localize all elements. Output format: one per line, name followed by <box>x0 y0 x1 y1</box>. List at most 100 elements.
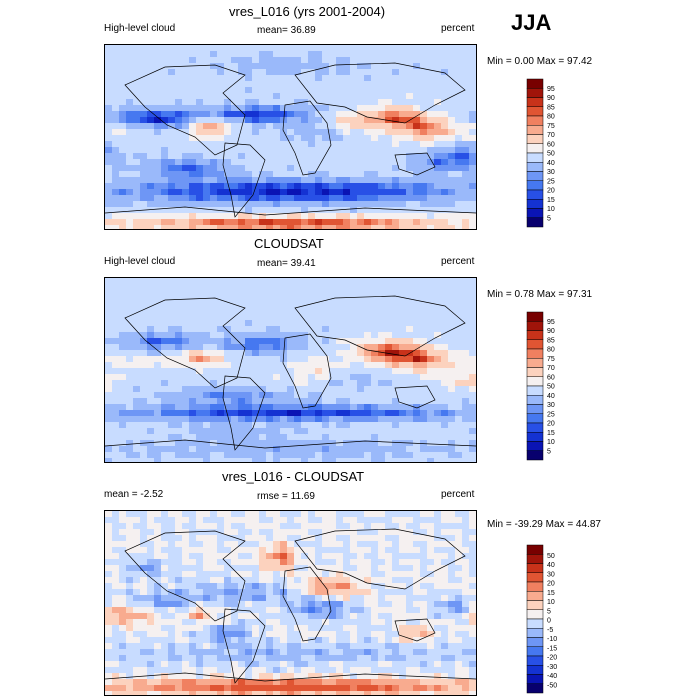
colorbar-tick-label: 20 <box>547 188 555 195</box>
colorbar-tick-label: 40 <box>547 160 555 167</box>
coastline <box>124 64 246 156</box>
colorbar-tick-label: 70 <box>547 132 555 139</box>
colorbar-tick-label: 60 <box>547 141 555 148</box>
coastline <box>282 100 332 176</box>
colorbar-box <box>526 115 544 126</box>
colorbar-box <box>526 199 544 209</box>
colorbar-box <box>526 450 544 461</box>
colorbar-tick-label: 50 <box>547 384 555 391</box>
coastline <box>294 62 466 124</box>
coastline <box>282 566 332 642</box>
colorbar-tick-label: 0 <box>547 618 551 625</box>
units-label: percent <box>441 256 475 267</box>
panel-title: vres_L016 (yrs 2001-2004) <box>229 4 386 19</box>
variable-label: High-level cloud <box>104 23 176 34</box>
coastline <box>394 618 436 642</box>
colorbar-box <box>526 125 544 135</box>
variable-label: High-level cloud <box>104 256 176 267</box>
coastline <box>294 528 466 590</box>
coastline <box>394 385 436 409</box>
colorbar-box <box>526 367 544 377</box>
coastline <box>282 333 332 409</box>
colorbar-box <box>526 646 544 657</box>
colorbar-tick-label: 30 <box>547 169 555 176</box>
colorbar-tick-label: 75 <box>547 356 555 363</box>
colorbar-box <box>526 97 544 107</box>
colorbar-model: 95 90 85 80 75 70 60 50 40 30 25 20 15 10 5 <box>526 78 587 228</box>
colorbar-box <box>526 189 544 200</box>
coastline <box>105 439 476 449</box>
mean-label: mean = -2.52 <box>104 489 164 500</box>
coastline <box>105 672 476 682</box>
coastline <box>394 152 436 176</box>
colorbar-tick-label: 60 <box>547 374 555 381</box>
colorbar-tick-label: 10 <box>547 439 555 446</box>
colorbar-box <box>526 413 544 424</box>
colorbar-tick-label: 5 <box>547 215 551 222</box>
colorbar-tick-label: -15 <box>547 645 557 652</box>
colorbar-box <box>526 628 544 638</box>
colorbar-tick-label: 15 <box>547 590 555 597</box>
colorbar-tick-label: 40 <box>547 562 555 569</box>
colorbar-box <box>526 311 544 322</box>
colorbar-tick-label: 30 <box>547 402 555 409</box>
colorbar-box <box>526 339 544 350</box>
colorbar-box <box>526 348 544 359</box>
colorbar-box <box>526 358 544 368</box>
mean-label: mean= 36.89 <box>257 25 316 36</box>
colorbar-tick-label: 25 <box>547 411 555 418</box>
colorbar-tick-label: 90 <box>547 328 555 335</box>
colorbar-box <box>526 683 544 694</box>
colorbar-box <box>526 554 544 564</box>
colorbar-tick-label: 90 <box>547 95 555 102</box>
panel-title: CLOUDSAT <box>254 236 324 251</box>
colorbar-tick-label: 25 <box>547 178 555 185</box>
rmse-label: rmse = 11.69 <box>257 491 315 502</box>
season-label: JJA <box>511 10 552 35</box>
colorbar-box <box>526 385 544 396</box>
colorbar-box <box>526 441 544 451</box>
colorbar-tick-label: -40 <box>547 673 557 680</box>
colorbar-box <box>526 330 544 340</box>
colorbar-tick-label: 85 <box>547 337 555 344</box>
colorbar-box <box>526 143 544 154</box>
colorbar-box <box>526 321 544 331</box>
colorbar-box <box>526 637 544 647</box>
coastline <box>222 142 266 218</box>
colorbar-box <box>526 618 544 629</box>
colorbar-tick-label: 75 <box>547 123 555 130</box>
min-max-label: Min = 0.00 Max = 97.42 <box>487 56 593 67</box>
colorbar-tick-label: -10 <box>547 636 557 643</box>
colorbar-box <box>526 609 544 620</box>
colorbar-box <box>526 655 544 666</box>
coastline <box>222 608 266 684</box>
colorbar-box <box>526 395 544 405</box>
colorbar-tick-label: 15 <box>547 197 555 204</box>
colorbar-tick-label: 15 <box>547 430 555 437</box>
colorbar-tick-label: 20 <box>547 581 555 588</box>
colorbar-box <box>526 180 544 191</box>
colorbar-tick-label: 40 <box>547 393 555 400</box>
colorbar-tick-label: -50 <box>547 682 557 689</box>
colorbar-box <box>526 208 544 218</box>
colorbar-box <box>526 600 544 610</box>
map-diff <box>104 510 477 696</box>
colorbar-box <box>526 162 544 172</box>
coastline <box>105 206 476 216</box>
colorbar-diff: 50 40 30 20 15 10 5 0 -5 -10 -15 -20 -30 -40 -50 <box>526 544 587 694</box>
colorbar-tick-label: 5 <box>547 608 551 615</box>
colorbar-box <box>526 106 544 117</box>
colorbar-tick-label: 80 <box>547 114 555 121</box>
colorbar-tick-label: -20 <box>547 655 557 662</box>
colorbar-box <box>526 572 544 583</box>
colorbar-tick-label: 20 <box>547 421 555 428</box>
colorbar-box <box>526 674 544 684</box>
colorbar-tick-label: -30 <box>547 664 557 671</box>
colorbar-tick-label: 85 <box>547 104 555 111</box>
min-max-label: Min = -39.29 Max = 44.87 <box>487 519 601 530</box>
colorbar-box <box>526 432 544 442</box>
colorbar-box <box>526 88 544 98</box>
colorbar-box <box>526 422 544 433</box>
colorbar-box <box>526 152 544 163</box>
coastline <box>124 530 246 622</box>
